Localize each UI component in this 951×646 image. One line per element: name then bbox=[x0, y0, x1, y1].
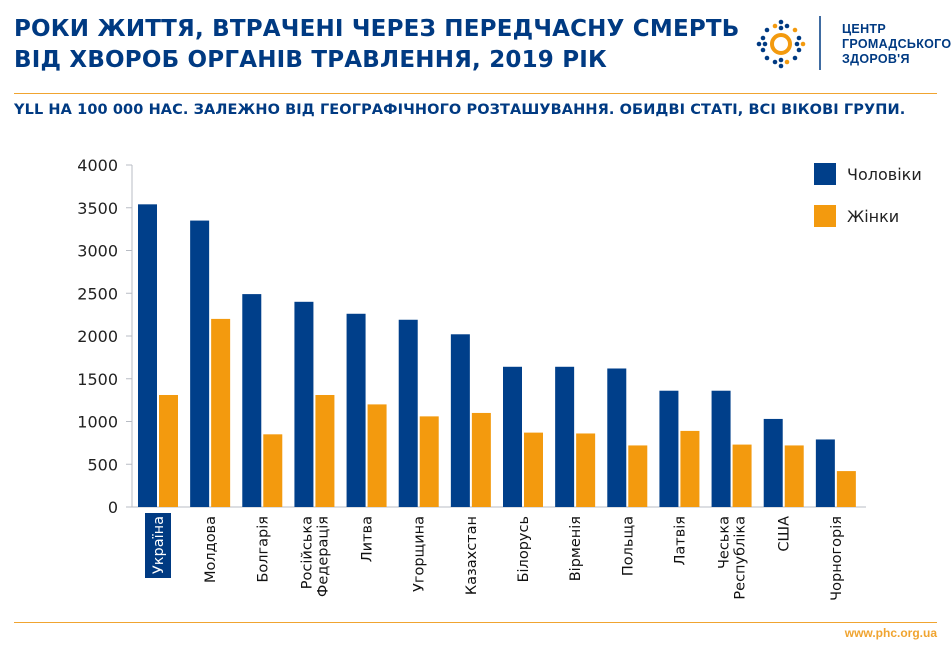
y-tick-label: 3500 bbox=[77, 199, 118, 218]
logo-dot bbox=[764, 55, 770, 61]
logo-dot bbox=[784, 59, 790, 65]
x-tick-label: Болгарія bbox=[255, 516, 271, 583]
bar-men bbox=[607, 368, 627, 507]
bar-men bbox=[503, 366, 522, 507]
bar-women bbox=[315, 394, 335, 507]
bar-women bbox=[263, 434, 283, 507]
logo-dot bbox=[764, 27, 770, 33]
logo-dot bbox=[778, 25, 784, 31]
y-tick-label: 2000 bbox=[77, 327, 118, 346]
logo-line-2: ГРОМАДСЬКОГО bbox=[842, 37, 951, 51]
legend-swatch-men bbox=[814, 163, 836, 185]
bar-women bbox=[419, 416, 439, 507]
x-tick-label: Російська bbox=[299, 516, 315, 589]
bar-women bbox=[576, 433, 596, 507]
bar-women bbox=[732, 444, 752, 507]
legend-label-women: Жінки bbox=[847, 207, 899, 226]
bar-men bbox=[711, 390, 731, 507]
y-tick-label: 2500 bbox=[77, 284, 118, 303]
y-tick-label: 1500 bbox=[77, 370, 118, 389]
title-line-1: РОКИ ЖИТТЯ, ВТРАЧЕНІ ЧЕРЕЗ ПЕРЕДЧАСНУ СМ… bbox=[14, 16, 740, 42]
x-tick-label: Польща bbox=[620, 516, 636, 576]
header-divider bbox=[14, 93, 937, 94]
bar-men bbox=[450, 334, 470, 507]
x-tick-label: Вірменія bbox=[568, 516, 584, 581]
logo-line-1: ЦЕНТР bbox=[842, 22, 886, 36]
y-tick-label: 4000 bbox=[77, 156, 118, 175]
logo-dot bbox=[760, 47, 766, 53]
chart-subtitle: YLL НА 100 000 НАС. ЗАЛЕЖНО ВІД ГЕОГРАФІ… bbox=[14, 102, 906, 118]
chart-title: РОКИ ЖИТТЯ, ВТРАЧЕНІ ЧЕРЕЗ ПЕРЕДЧАСНУ СМ… bbox=[14, 14, 740, 76]
footer-divider bbox=[14, 622, 937, 623]
highlight-label-bg bbox=[145, 513, 171, 578]
logo-dot bbox=[772, 59, 778, 65]
x-tick-label: Угорщина bbox=[412, 516, 428, 592]
y-tick-label: 3000 bbox=[77, 242, 118, 261]
logo-dot bbox=[778, 57, 784, 63]
legend-label-men: Чоловіки bbox=[847, 165, 922, 184]
x-tick-label: Молдова bbox=[203, 516, 219, 583]
logo-dot bbox=[756, 41, 762, 47]
y-tick-label: 0 bbox=[108, 498, 118, 517]
x-tick-label: Латвія bbox=[672, 516, 688, 566]
bar-men bbox=[555, 366, 575, 507]
bar-women bbox=[471, 412, 491, 507]
bar-women bbox=[367, 404, 387, 507]
bar-men bbox=[763, 418, 783, 507]
logo-dot bbox=[792, 55, 798, 61]
bar-men bbox=[242, 294, 262, 507]
logo-dot bbox=[778, 63, 784, 69]
x-tick-label: Чеська bbox=[717, 516, 733, 569]
bar-women bbox=[836, 471, 856, 507]
logo-text: ЦЕНТР ГРОМАДСЬКОГО ЗДОРОВ'Я bbox=[842, 22, 951, 67]
logo-dot bbox=[778, 19, 784, 25]
x-tick-label: Республіка bbox=[733, 516, 749, 600]
x-tick-label: Литва bbox=[360, 516, 376, 562]
website-link[interactable]: www.phc.org.ua bbox=[844, 626, 937, 640]
logo-dot bbox=[762, 41, 768, 47]
bar-women bbox=[159, 394, 178, 507]
logo-dot bbox=[792, 27, 798, 33]
bar-men bbox=[815, 439, 835, 507]
bar-women bbox=[211, 318, 231, 507]
bar-men bbox=[294, 301, 314, 507]
logo-dot bbox=[772, 23, 778, 29]
legend-swatch-women bbox=[814, 205, 836, 227]
x-tick-label: Білорусь bbox=[516, 516, 532, 582]
phc-logo-icon bbox=[756, 16, 821, 70]
title-line-2: ВІД ХВОРОБ ОРГАНІВ ТРАВЛЕННЯ, 2019 РІК bbox=[14, 47, 608, 73]
logo-dot bbox=[800, 41, 806, 47]
bar-women bbox=[680, 430, 700, 507]
x-tick-label: США bbox=[777, 516, 793, 552]
bar-women bbox=[524, 432, 543, 507]
logo-dot bbox=[784, 23, 790, 29]
bar-men bbox=[138, 204, 157, 507]
y-tick-label: 1000 bbox=[77, 413, 118, 432]
logo-dot bbox=[796, 47, 802, 53]
logo-line-3: ЗДОРОВ'Я bbox=[842, 52, 910, 66]
bar-men bbox=[659, 390, 679, 507]
x-tick-label: Чорногорія bbox=[829, 516, 845, 601]
y-tick-label: 500 bbox=[87, 455, 118, 474]
logo-dot bbox=[796, 35, 802, 41]
x-tick-label: Федерація bbox=[315, 516, 331, 597]
bar-women bbox=[784, 445, 804, 507]
bar-women bbox=[628, 445, 648, 507]
x-tick-label: Україна bbox=[151, 516, 167, 574]
x-tick-label: Казахстан bbox=[464, 516, 480, 595]
logo-dot bbox=[760, 35, 766, 41]
bar-men bbox=[398, 319, 418, 507]
bar-men bbox=[190, 220, 210, 507]
logo-dot bbox=[794, 41, 800, 47]
bar-men bbox=[346, 313, 366, 507]
